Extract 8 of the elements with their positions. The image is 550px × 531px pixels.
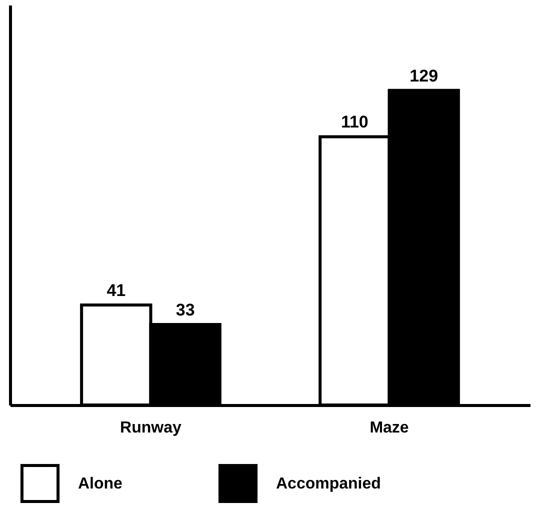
x-tick-label: Runway bbox=[120, 420, 182, 436]
data-label: 110 bbox=[340, 112, 368, 132]
legend-label: Accompanied bbox=[276, 475, 381, 492]
x-tick-label: Maze bbox=[370, 420, 409, 436]
legend-label: Alone bbox=[78, 475, 123, 492]
data-label: 33 bbox=[176, 300, 195, 320]
data-label: 41 bbox=[106, 281, 126, 300]
data-label: 129 bbox=[410, 66, 438, 86]
